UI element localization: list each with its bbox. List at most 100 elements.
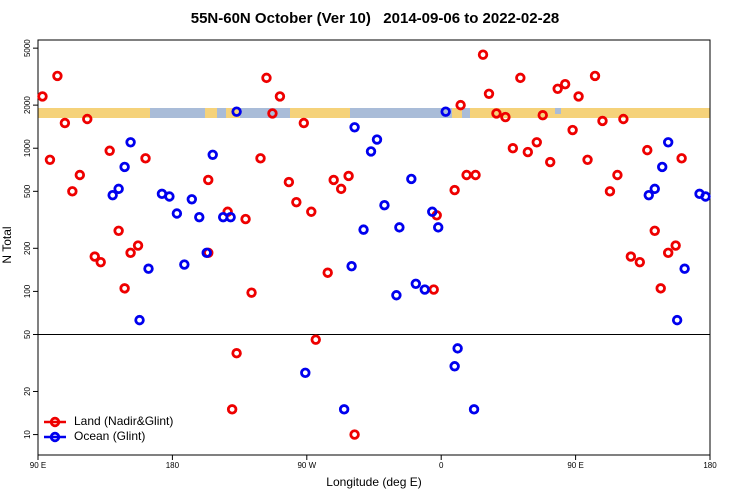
point <box>255 153 266 164</box>
point <box>365 146 377 157</box>
y-tick-label: 500 <box>23 184 32 198</box>
point <box>634 256 646 268</box>
point <box>477 49 489 60</box>
y-tick-label: 5000 <box>23 39 32 57</box>
point <box>37 91 48 102</box>
point <box>406 173 417 185</box>
point <box>291 196 302 208</box>
point <box>491 108 502 119</box>
point <box>246 287 257 298</box>
point <box>461 169 472 181</box>
point <box>371 134 383 145</box>
point <box>582 154 593 166</box>
point <box>679 263 690 274</box>
point <box>449 184 460 196</box>
point <box>410 278 422 289</box>
point <box>67 186 78 197</box>
point <box>322 267 333 278</box>
point <box>559 79 571 90</box>
map-strip <box>38 108 710 118</box>
point <box>649 183 660 195</box>
point <box>119 161 130 173</box>
point <box>113 183 124 195</box>
point <box>59 117 71 129</box>
point <box>186 194 198 205</box>
point <box>267 108 278 119</box>
x-tick-label: 90 E <box>567 461 583 470</box>
point <box>567 124 578 136</box>
point <box>455 99 466 111</box>
legend-symbol <box>49 431 61 443</box>
point <box>74 169 86 181</box>
point <box>589 70 601 82</box>
point <box>44 154 56 166</box>
point <box>335 183 347 195</box>
point <box>618 113 629 125</box>
point <box>545 156 556 168</box>
point <box>231 106 242 117</box>
point <box>132 240 144 251</box>
point <box>240 213 251 225</box>
point <box>298 117 310 129</box>
point <box>179 259 190 270</box>
point <box>391 290 402 301</box>
point <box>89 251 100 262</box>
point <box>655 283 666 294</box>
point <box>261 72 272 84</box>
point <box>95 256 106 268</box>
y-tick-label: 1000 <box>23 139 32 157</box>
point <box>306 206 317 217</box>
point <box>433 222 444 233</box>
y-tick-label: 20 <box>23 386 32 395</box>
point <box>143 263 154 274</box>
x-tick-label: 180 <box>703 461 717 470</box>
point <box>171 208 183 219</box>
point <box>346 260 357 272</box>
point <box>507 143 519 154</box>
point <box>125 247 136 259</box>
point <box>274 91 286 102</box>
x-tick-label: 90 E <box>30 461 46 470</box>
point <box>349 429 360 440</box>
point <box>419 284 430 295</box>
point <box>676 153 687 164</box>
point <box>134 314 145 326</box>
point <box>343 170 354 182</box>
point <box>597 115 608 127</box>
point <box>642 144 653 156</box>
point <box>700 191 711 202</box>
point <box>328 174 339 186</box>
point <box>522 146 534 158</box>
point <box>203 174 214 186</box>
point <box>427 206 438 217</box>
point <box>552 83 563 95</box>
point <box>349 122 360 133</box>
point <box>649 225 660 236</box>
point <box>515 72 526 84</box>
point <box>428 284 439 295</box>
point <box>612 169 623 181</box>
x-axis-label: Longitude (deg E) <box>326 475 421 489</box>
y-tick-label: 10 <box>23 430 32 439</box>
point <box>358 224 369 235</box>
legend-label: Land (Nadir&Glint) <box>74 414 173 428</box>
point <box>283 176 295 188</box>
point <box>470 169 481 181</box>
point <box>671 314 683 326</box>
point <box>104 145 115 156</box>
point <box>537 110 548 121</box>
point <box>531 137 542 148</box>
point <box>657 161 668 173</box>
y-tick-label: 2000 <box>23 96 32 114</box>
legend-label: Ocean (Glint) <box>74 429 145 443</box>
x-tick-label: 90 W <box>297 461 316 470</box>
point <box>125 137 136 148</box>
point <box>194 211 205 223</box>
point <box>107 189 118 201</box>
chart-title: 55N-60N October (Ver 10) 2014-09-06 to 2… <box>191 10 560 27</box>
y-tick-label: 100 <box>23 284 32 298</box>
point <box>468 404 480 415</box>
point <box>310 334 321 345</box>
point <box>394 222 405 233</box>
